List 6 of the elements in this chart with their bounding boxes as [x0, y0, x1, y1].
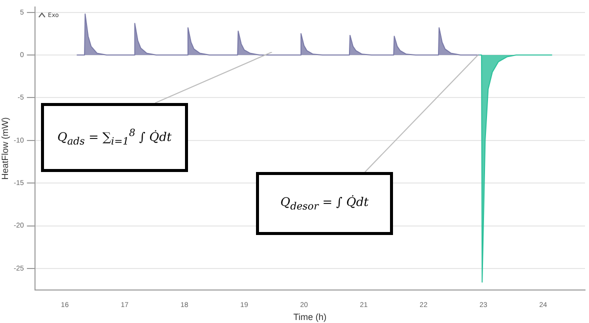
annotation: Q$_{ads}$ = ∑$_{i=1}$$^{8}$ ∫ Q̇dt	[57, 128, 172, 148]
y-axis-title: HeatFlow (mW)	[0, 117, 10, 180]
formula-box: Q$_{ads}$ = ∑$_{i=1}$$^{8}$ ∫ Q̇dt	[41, 103, 188, 172]
annotation: Q$_{desor}$ = ∫ Q̇dt	[280, 194, 369, 212]
x-axis-title: Time (h)	[293, 312, 327, 322]
formula-box: Q$_{desor}$ = ∫ Q̇dt	[256, 172, 393, 235]
